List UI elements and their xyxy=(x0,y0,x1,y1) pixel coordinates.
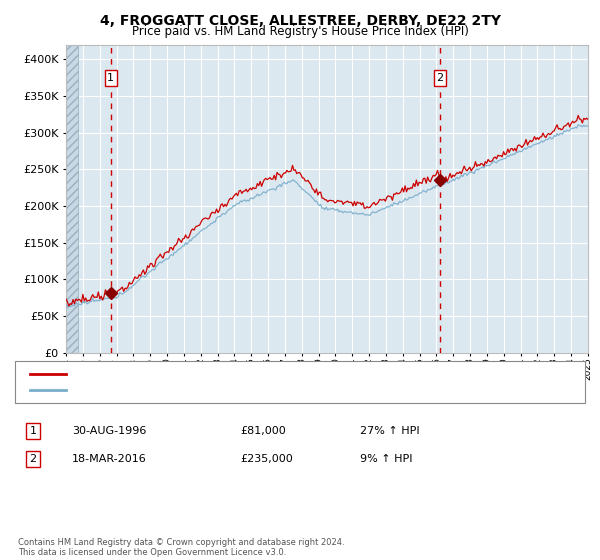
Text: Contains HM Land Registry data © Crown copyright and database right 2024.
This d: Contains HM Land Registry data © Crown c… xyxy=(18,538,344,557)
Text: 4, FROGGATT CLOSE, ALLESTREE, DERBY, DE22 2TY: 4, FROGGATT CLOSE, ALLESTREE, DERBY, DE2… xyxy=(100,14,500,28)
Text: 2: 2 xyxy=(29,454,37,464)
Text: 18-MAR-2016: 18-MAR-2016 xyxy=(72,454,147,464)
Text: £81,000: £81,000 xyxy=(240,426,286,436)
Text: Price paid vs. HM Land Registry's House Price Index (HPI): Price paid vs. HM Land Registry's House … xyxy=(131,25,469,38)
Text: 2: 2 xyxy=(436,73,443,83)
Text: 9% ↑ HPI: 9% ↑ HPI xyxy=(360,454,413,464)
Text: HPI: Average price, detached house, City of Derby: HPI: Average price, detached house, City… xyxy=(72,385,334,395)
Text: 4, FROGGATT CLOSE, ALLESTREE, DERBY, DE22 2TY (detached house): 4, FROGGATT CLOSE, ALLESTREE, DERBY, DE2… xyxy=(72,369,436,379)
Text: 27% ↑ HPI: 27% ↑ HPI xyxy=(360,426,419,436)
Text: 1: 1 xyxy=(29,426,37,436)
Text: 30-AUG-1996: 30-AUG-1996 xyxy=(72,426,146,436)
Bar xyxy=(66,45,78,353)
Text: £235,000: £235,000 xyxy=(240,454,293,464)
Text: 1: 1 xyxy=(107,73,114,83)
